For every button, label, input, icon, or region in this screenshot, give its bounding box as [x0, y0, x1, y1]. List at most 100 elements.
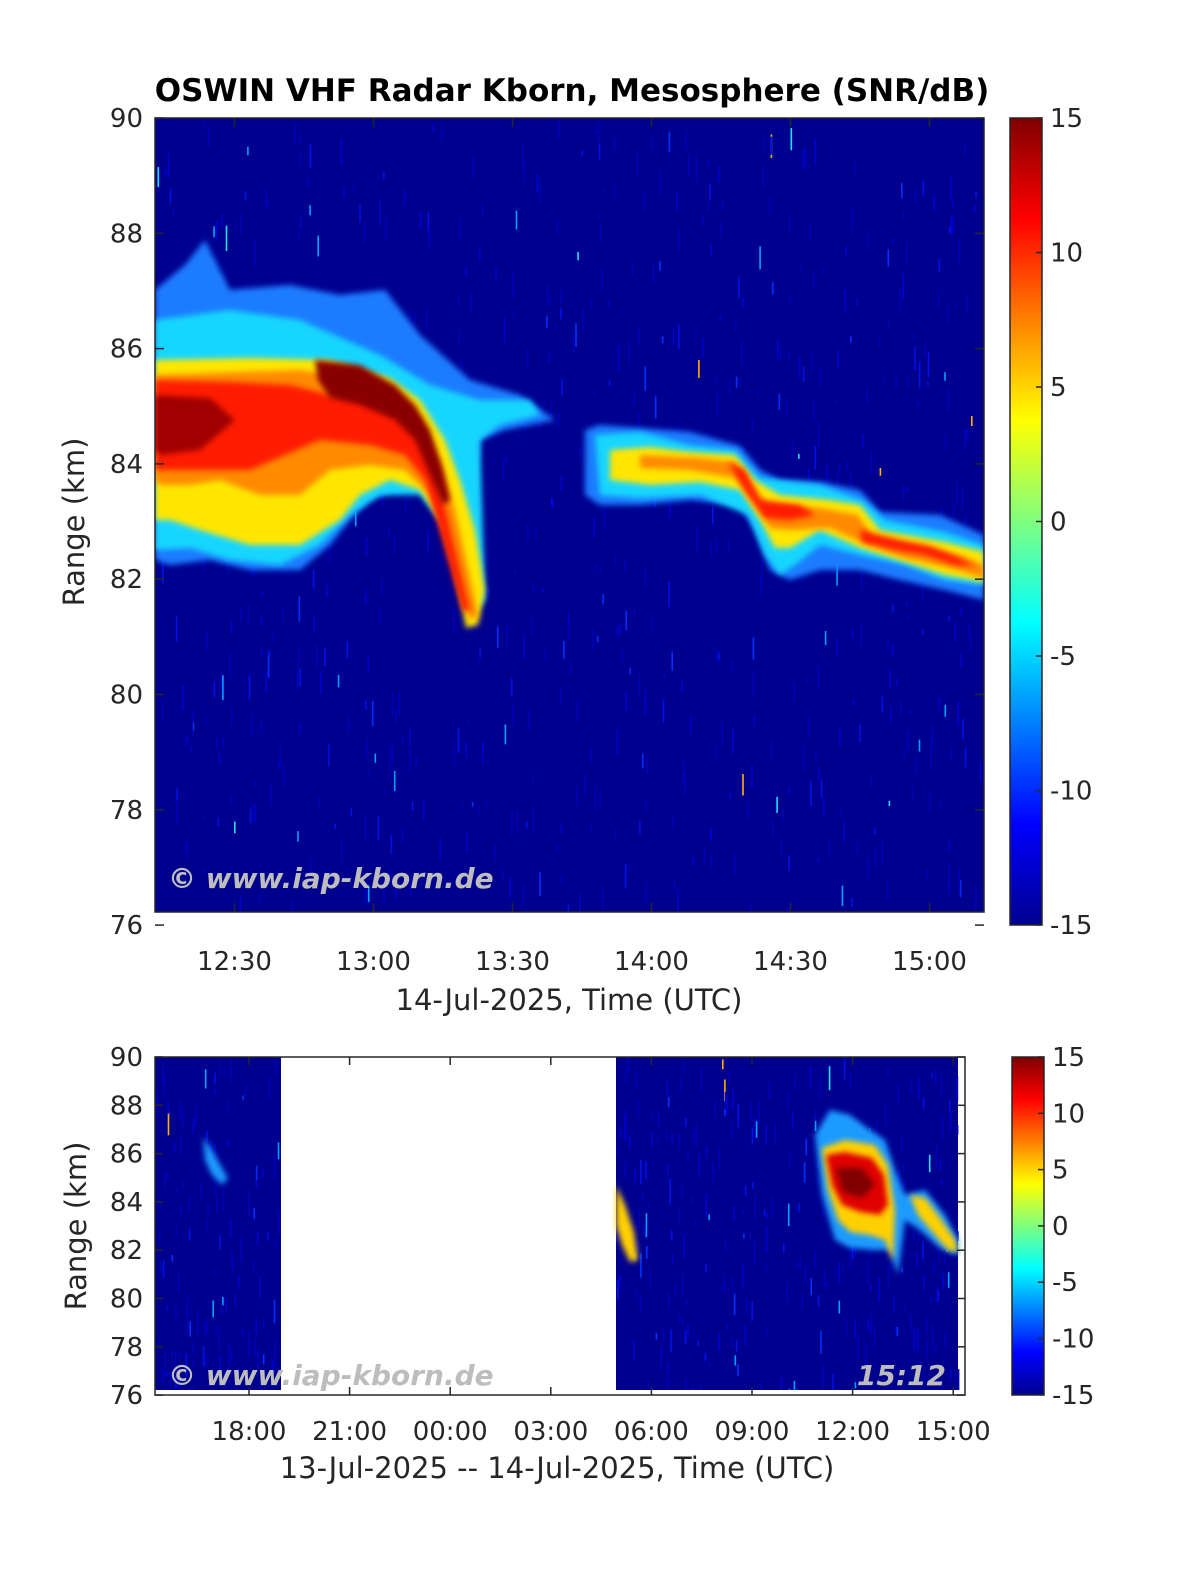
top-noise-streak: [707, 160, 709, 169]
top-noise-streak: [593, 391, 596, 398]
top-noise-streak: [721, 202, 724, 210]
bottom-noise-streak: [191, 1385, 193, 1390]
top-noise-streak: [948, 839, 951, 852]
top-noise-streak: [633, 610, 635, 617]
top-noise-streak: [229, 653, 231, 678]
bottom-noise-streak: [213, 1269, 215, 1277]
bottom-noise-streak: [820, 1330, 822, 1354]
top-noise-streak: [851, 897, 853, 907]
bottom-noise-streak: [843, 1315, 845, 1320]
bottom-noise-streak: [671, 1134, 673, 1143]
top-noise-streak: [202, 868, 205, 874]
top-noise-streak: [599, 223, 602, 243]
bottom-noise-streak: [765, 1226, 768, 1253]
bottom-noise-streak: [180, 1135, 182, 1156]
top-noise-streak: [161, 699, 164, 722]
top-noise-streak: [594, 564, 596, 573]
bottom-noise-streak: [809, 1067, 812, 1089]
bottom-noise-streak: [805, 1139, 808, 1156]
top-noise-streak: [845, 246, 847, 255]
top-noise-streak: [584, 773, 587, 796]
bottom-noise-streak: [645, 1213, 648, 1238]
top-noise-streak: [856, 842, 859, 855]
top-noise-streak: [696, 526, 699, 553]
top-noise-streak: [671, 816, 674, 829]
bottom-noise-streak: [222, 1187, 225, 1212]
bottom-noise-streak: [922, 1097, 925, 1107]
top-noise-streak: [557, 119, 560, 140]
top-noise-streak: [710, 831, 713, 841]
bottom-noise-streak: [753, 1133, 755, 1142]
bottom-noise-streak: [895, 1326, 897, 1334]
bottom-y-axis-label: Range (km): [59, 1142, 93, 1311]
top-noise-streak: [185, 739, 187, 747]
top-noise-streak: [956, 481, 958, 505]
top-noise-streak: [790, 128, 793, 151]
top-noise-streak: [324, 647, 326, 666]
top-noise-streak: [359, 205, 361, 223]
top-noise-streak: [294, 123, 296, 145]
bottom-noise-streak: [731, 1338, 733, 1347]
bottom-noise-streak: [182, 1181, 185, 1189]
top-noise-streak: [762, 166, 765, 189]
bottom-x-tick-label: 03:00: [513, 1417, 588, 1447]
top-noise-streak: [157, 167, 160, 188]
bottom-noise-streak: [234, 1294, 237, 1307]
top-noise-streak: [960, 653, 962, 668]
top-noise-streak: [572, 334, 575, 352]
top-colorbar-tick-label: -15: [1050, 911, 1092, 941]
top-noise-streak: [312, 569, 315, 589]
top-noise-streak: [602, 187, 605, 193]
bottom-noise-streak: [732, 1088, 734, 1110]
top-noise-streak: [644, 569, 647, 588]
top-noise-streak: [368, 770, 371, 776]
top-noise-streak: [659, 261, 661, 271]
top-noise-streak: [638, 672, 641, 698]
top-noise-streak: [839, 727, 841, 747]
top-noise-streak: [551, 498, 553, 506]
top-noise-streak: [938, 258, 941, 272]
bottom-noise-streak: [624, 1114, 626, 1141]
top-noise-streak: [594, 787, 597, 812]
top-noise-streak: [752, 637, 755, 660]
top-noise-streak: [902, 484, 905, 502]
top-noise-streak: [788, 855, 790, 871]
top-noise-streak: [921, 629, 924, 634]
top-noise-streak: [757, 390, 759, 397]
bottom-noise-streak: [170, 1371, 172, 1387]
bottom-noise-streak: [647, 1380, 650, 1390]
bottom-noise-streak: [935, 1344, 937, 1354]
top-noise-streak: [409, 748, 411, 772]
top-noise-streak: [265, 188, 267, 207]
bottom-noise-streak: [211, 1369, 213, 1374]
top-noise-streak: [954, 302, 956, 308]
bottom-noise-streak: [180, 1205, 182, 1214]
top-noise-streak: [838, 463, 841, 473]
top-x-tick-label: 13:30: [475, 947, 550, 977]
top-noise-streak: [247, 146, 249, 156]
top-noise-streak: [641, 753, 644, 769]
top-noise-streak: [539, 872, 541, 897]
top-noise-streak: [409, 877, 412, 898]
top-noise-streak: [751, 766, 753, 788]
top-noise-streak: [297, 831, 299, 842]
bottom-noise-streak: [917, 1329, 919, 1353]
bottom-noise-streak: [191, 1126, 194, 1135]
bottom-noise-streak: [616, 1148, 619, 1156]
top-noise-streak: [458, 330, 460, 344]
bottom-noise-streak: [619, 1129, 622, 1139]
top-noise-streak: [892, 238, 895, 244]
bottom-noise-streak: [633, 1340, 635, 1361]
bottom-noise-streak: [704, 1353, 707, 1362]
bottom-noise-streak: [901, 1267, 903, 1273]
top-noise-streak: [917, 401, 919, 406]
top-noise-streak: [802, 366, 805, 382]
bottom-noise-streak: [724, 1079, 726, 1102]
top-noise-streak: [850, 471, 852, 491]
top-noise-streak: [176, 801, 178, 826]
top-noise-streak: [874, 828, 876, 835]
bottom-noise-streak: [229, 1219, 232, 1238]
top-noise-streak: [782, 809, 785, 821]
bottom-noise-streak: [934, 1076, 937, 1081]
bottom-noise-streak: [259, 1274, 261, 1299]
